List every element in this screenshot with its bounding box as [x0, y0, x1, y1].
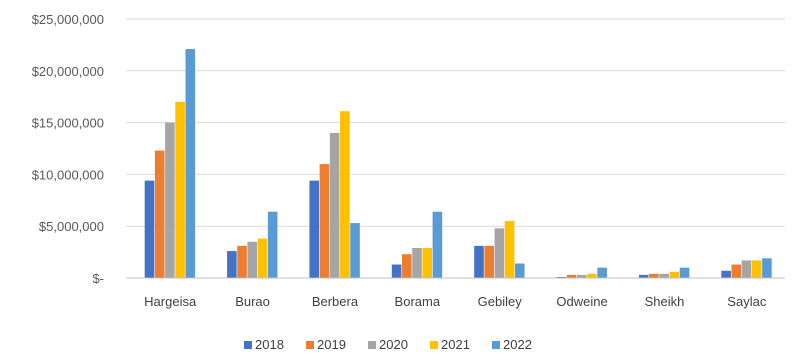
bar-2018-gebiley — [474, 245, 484, 278]
bar-2018-odweine — [556, 276, 567, 278]
bar-2021-odweine — [587, 273, 597, 278]
bars — [144, 49, 772, 278]
x-category-label: Hargeisa — [144, 294, 197, 309]
bar-2020-sheikh — [659, 273, 669, 278]
y-tick-label: $10,000,000 — [32, 167, 104, 182]
legend-swatch — [244, 341, 252, 349]
legend-label: 2019 — [317, 337, 346, 352]
bar-2022-hargeisa — [185, 49, 196, 278]
bar-2022-saylac — [762, 258, 772, 278]
bar-2022-borama — [432, 211, 443, 278]
gridlines — [126, 18, 785, 227]
bar-2020-saylac — [741, 260, 752, 278]
x-category-label: Saylac — [727, 294, 767, 309]
legend-swatch — [368, 341, 376, 349]
bar-2020-borama — [412, 247, 422, 278]
bar-2021-hargeisa — [175, 101, 185, 278]
y-tick-label: $20,000,000 — [32, 64, 104, 79]
bar-2021-gebiley — [504, 221, 515, 278]
legend-label: 2018 — [255, 337, 284, 352]
legend: 2018 2019 2020 2021 2022 — [244, 337, 532, 352]
y-axis-tick-labels: $- $5,000,000 $10,000,000 $15,000,000 $20,00… — [32, 12, 104, 286]
bar-2020-berbera — [329, 132, 340, 278]
bar-2019-burao — [237, 245, 247, 278]
bar-2020-odweine — [576, 274, 587, 278]
bar-2022-sheikh — [679, 267, 690, 278]
bar-2020-burao — [247, 241, 258, 278]
x-category-label: Gebiley — [478, 294, 523, 309]
bar-2021-saylac — [751, 260, 762, 278]
x-category-label: Borama — [395, 294, 441, 309]
legend-label: 2021 — [441, 337, 470, 352]
bar-2020-gebiley — [494, 228, 505, 278]
bar-2018-sheikh — [638, 274, 649, 278]
x-category-label: Burao — [235, 294, 270, 309]
y-tick-label: $25,000,000 — [32, 12, 104, 27]
bar-2018-burao — [227, 251, 237, 278]
bar-2019-saylac — [731, 264, 742, 278]
legend-label: 2020 — [379, 337, 408, 352]
legend-swatch — [306, 341, 314, 349]
x-category-label: Sheikh — [645, 294, 685, 309]
bar-2019-sheikh — [649, 273, 659, 278]
bar-2021-sheikh — [669, 271, 680, 278]
bar-2018-berbera — [309, 180, 320, 278]
x-category-label: Odweine — [556, 294, 607, 309]
bar-2020-hargeisa — [165, 122, 175, 278]
legend-label: 2022 — [503, 337, 532, 352]
bar-2018-saylac — [721, 270, 731, 278]
bar-2022-berbera — [350, 223, 360, 278]
bar-2022-odweine — [597, 267, 607, 278]
y-tick-label: $5,000,000 — [39, 219, 104, 234]
x-category-label: Berbera — [312, 294, 359, 309]
bar-2019-odweine — [566, 274, 577, 278]
bar-2018-borama — [391, 264, 402, 278]
bar-2022-gebiley — [514, 263, 525, 278]
bar-2019-berbera — [319, 164, 330, 278]
x-axis-category-labels: Hargeisa Burao Berbera Borama Gebiley Odweine… — [144, 294, 767, 309]
bar-2019-gebiley — [484, 245, 494, 278]
bar-2019-borama — [402, 254, 412, 278]
bar-2018-hargeisa — [144, 180, 155, 278]
y-tick-label: $15,000,000 — [32, 116, 104, 131]
bar-2021-berbera — [340, 111, 350, 278]
legend-swatch — [430, 341, 438, 349]
bar-2021-burao — [257, 238, 268, 278]
y-tick-label: $- — [92, 271, 104, 286]
bar-2021-borama — [422, 247, 433, 278]
bar-2019-hargeisa — [154, 150, 165, 278]
legend-swatch — [492, 341, 500, 349]
bar-2022-burao — [267, 211, 278, 278]
